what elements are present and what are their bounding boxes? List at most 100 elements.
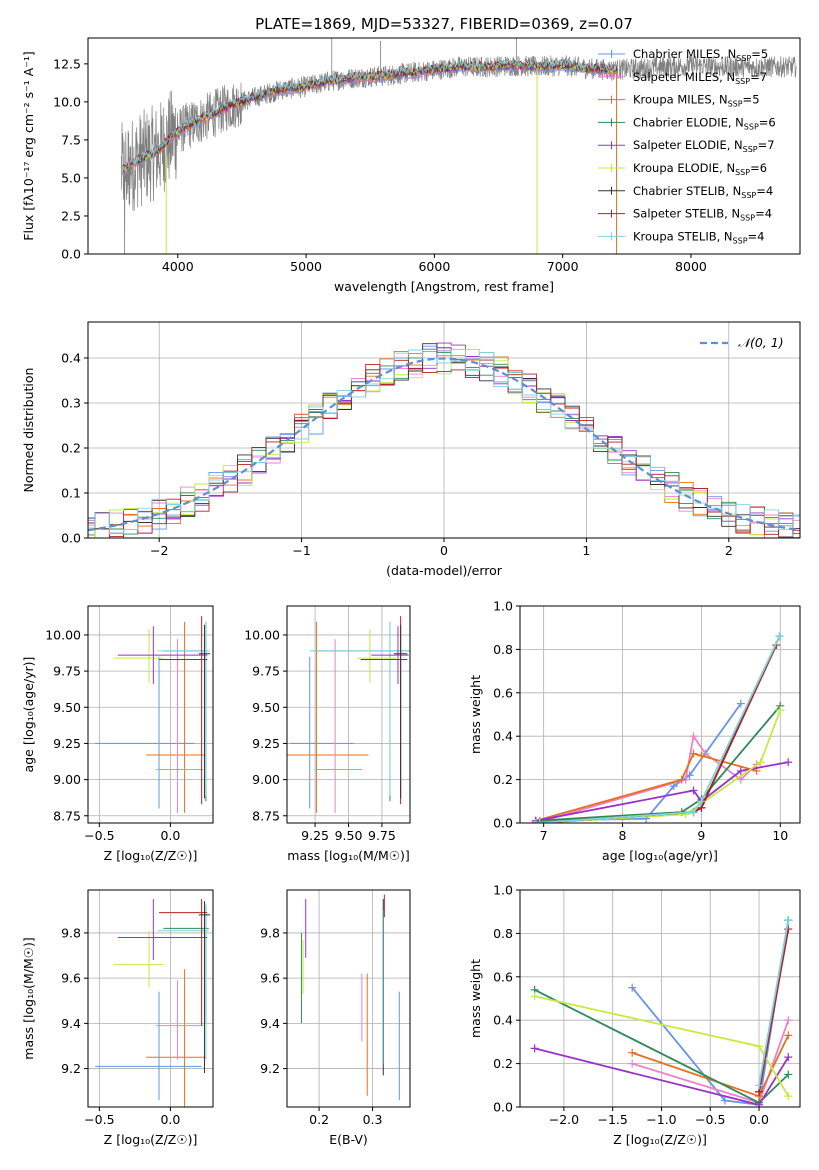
axes-frame [286,889,411,1108]
errorbar-point-1 [146,621,206,813]
y-tick-label: 9.75 [252,664,280,679]
y-tick-label: 0.0 [61,247,81,262]
x-tick-label: 8 [619,828,627,843]
y-tick-label: 0.0 [493,1100,513,1115]
x-tick-label: 0.2 [309,1112,329,1127]
weight-marker [755,1042,764,1051]
legend-entry: Salpeter MILES, NSSP=7 [633,70,767,86]
weight-line-7 [535,644,778,823]
weight-marker [736,766,745,775]
residual-histogram-4 [88,342,800,538]
errorbar-point-4 [157,903,209,1060]
chart-age_vs_mass: 9.25 9.50 9.75 8.75 9.00 9.25 9.50 9.75 10.00 mas… [244,605,411,863]
x-axis-label: E(B-V) [329,1132,368,1147]
weight-marker [689,808,698,817]
legend-entry: Salpeter ELODIE, NSSP=7 [633,138,775,154]
weight-marker [677,775,686,784]
residual-histogram-7 [88,359,800,537]
plot-area-mass_vs_EBV [300,894,400,1101]
y-tick-label: 9.8 [61,925,81,940]
weight-marker [775,632,784,641]
x-tick-label: 0 [440,543,448,558]
y-tick-label: 0.0 [61,531,81,546]
weight-line-1 [535,733,758,823]
residual-histogram-6 [88,343,800,530]
errorbar-point-2 [156,980,204,1060]
x-tick-label: 1 [582,543,590,558]
errorbar-point-8 [198,901,211,1074]
x-axis-label: wavelength [Angstrom, rest frame] [334,279,554,294]
y-tick-label: 9.50 [53,700,81,715]
x-tick-label: 9.25 [301,828,329,843]
normal-legend-label: 𝒩(0, 1) [738,335,784,350]
weight-marker [530,992,539,1001]
weight-line-0 [539,703,742,822]
grid-age_vs_mass [287,606,410,823]
y-tick-label: 0.8 [493,642,513,657]
y-axis-label: mass weight [468,675,483,754]
residual-histogram-8 [88,348,800,535]
x-tick-label: −1 [292,543,310,558]
x-tick-label: −0.5 [84,1112,114,1127]
weight-marker [784,1016,793,1025]
chart-weights_vs_Z: −2.0 −1.5 −1.0 −0.5 0.0 0.0 0.2 0.4 0.6 0.8 1.0 Z [… [468,883,801,1147]
weight-marker [530,1044,539,1053]
weight-marker [689,749,698,758]
y-tick-label: 9.25 [53,736,81,751]
x-tick-label: −0.5 [695,1112,725,1127]
errorbar-point-2 [315,639,362,813]
x-tick-label: 0.0 [749,1112,769,1127]
weight-marker [776,706,785,715]
chart-mass_vs_Z: −0.5 0.0 9.2 9.4 9.6 9.8 Z [log₁₀(Z/Z☉)] mass [… [21,889,214,1147]
errorbar-point-2 [156,639,204,813]
weight-marker [736,699,745,708]
weight-marker [784,1092,793,1101]
weight-marker [689,786,698,795]
weight-marker [756,758,765,767]
y-tick-label: 9.2 [260,1061,280,1076]
x-tick-label: 7000 [547,259,579,274]
y-axis-label: age [log₁₀(age/yr)] [21,657,36,773]
x-tick-label: 8000 [675,259,707,274]
y-tick-label: 10.00 [45,627,81,642]
x-tick-label: 7 [540,828,548,843]
weight-marker [689,732,698,741]
y-tick-label: 8.75 [252,808,280,823]
residual-histogram-1 [88,350,800,538]
errorbar-point-8 [198,624,211,799]
y-tick-label: 9.50 [252,700,280,715]
chart-weights_vs_age: 7 8 9 10 0.0 0.2 0.4 0.6 0.8 1.0 age [log₁₀(age/yr… [468,599,801,863]
y-tick-label: 0.4 [493,1013,513,1028]
x-tick-label: −1.0 [646,1112,676,1127]
x-tick-label: 6000 [418,259,450,274]
x-tick-label: −0.5 [84,828,114,843]
x-tick-label: 5000 [290,259,322,274]
y-tick-label: 9.4 [61,1016,81,1031]
x-tick-label: −2 [150,543,168,558]
weight-marker [720,1096,729,1105]
chart-age_vs_Z: −0.5 0.0 8.75 9.00 9.25 9.50 9.75 10.00 Z [log₁₀… [21,605,214,863]
x-tick-label: 10 [772,828,788,843]
weight-marker [697,751,706,760]
model-line-8 [122,58,618,171]
errorbar-point-7 [159,899,208,1026]
axes-frame [87,37,801,255]
y-tick-label: 5.0 [61,170,81,185]
weight-marker [697,797,706,806]
errorbar-point-7 [159,616,208,805]
weight-line-6 [535,636,781,823]
legend-entry: Salpeter STELIB, NSSP=4 [633,207,772,223]
weight-line-3 [535,705,781,822]
weight-marker [784,925,793,934]
plot-area-weights_vs_age [531,632,793,823]
errorbar-point-3 [313,621,410,802]
weight-line-8 [758,920,790,1086]
y-tick-label: 1.0 [493,599,513,614]
plot-area-weights_vs_Z [530,916,793,1107]
plot-area-mass_vs_Z [95,899,211,1107]
y-tick-label: 0.2 [493,1056,513,1071]
errorbar-point-1 [146,969,206,1107]
x-axis-label: mass [log₁₀(M/M☉)] [287,848,409,863]
y-tick-label: 0.4 [61,351,81,366]
